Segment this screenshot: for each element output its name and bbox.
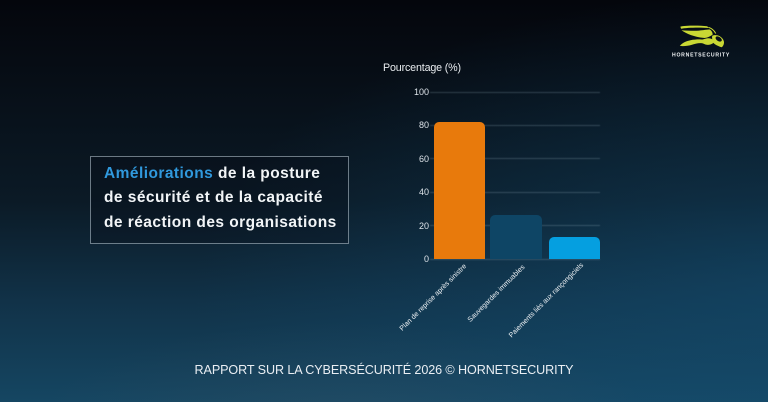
svg-text:HORNETSECURITY: HORNETSECURITY (672, 53, 730, 59)
